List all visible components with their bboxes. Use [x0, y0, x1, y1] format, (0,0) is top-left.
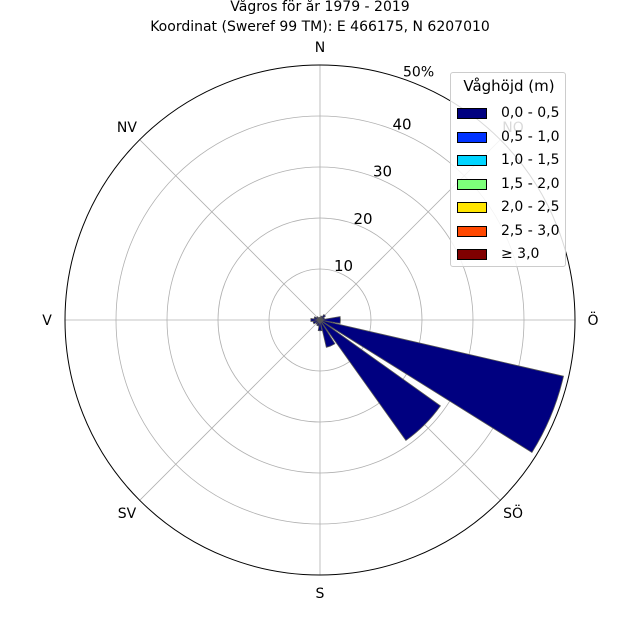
legend-swatch — [457, 202, 487, 213]
legend-swatch — [457, 108, 487, 119]
radial-tick-label: 10 — [334, 257, 353, 275]
direction-bar — [319, 319, 441, 441]
angular-gridline — [139, 139, 321, 321]
direction-label: SV — [118, 506, 137, 522]
direction-bar — [312, 319, 321, 325]
legend-swatch — [457, 178, 487, 190]
direction-label: NV — [117, 120, 137, 136]
angular-gridline — [139, 319, 321, 501]
legend-item: 1,0 - 1,5 — [457, 150, 565, 170]
legend-label: 0,5 - 1,0 — [501, 128, 560, 145]
legend: Våghöjd (m) 0,0 - 0,5 0,5 - 1,0 1,0 - 1,5 1… — [450, 72, 566, 267]
legend-item: 0,0 - 0,5 — [457, 103, 565, 123]
direction-bar — [318, 317, 321, 321]
direction-label: Ö — [587, 311, 598, 329]
legend-swatch — [457, 225, 487, 237]
direction-label: N — [315, 40, 325, 56]
direction-bar — [319, 314, 326, 321]
radial-tick-label: 20 — [353, 210, 372, 228]
legend-item: 2,0 - 2,5 — [457, 197, 565, 217]
direction-bar — [310, 318, 321, 322]
legend-label: 1,5 - 2,0 — [501, 175, 560, 192]
legend-swatch — [457, 249, 487, 260]
direction-label: V — [42, 313, 52, 329]
bar-layer — [310, 314, 564, 453]
radial-tick-label: 30 — [373, 163, 392, 181]
legend-label: 0,0 - 0,5 — [501, 105, 560, 121]
radial-max-label: 50% — [403, 64, 434, 80]
grid-layer — [64, 64, 576, 576]
direction-label: SÖ — [503, 504, 523, 522]
legend-label: 1,0 - 1,5 — [501, 152, 560, 168]
direction-bar — [319, 319, 336, 348]
direction-bar — [317, 319, 323, 332]
legend-title: Våghöjd (m) — [463, 77, 555, 95]
legend-label: 2,0 - 2,5 — [501, 199, 560, 215]
radial-tick-label: 40 — [393, 116, 412, 134]
legend-item: ≥ 3,0 — [457, 244, 565, 264]
chart-title: Vågros för år 1979 - 2019 — [230, 0, 410, 15]
chart-subtitle: Koordinat (Sweref 99 TM): E 466175, N 62… — [150, 19, 490, 35]
direction-bar — [319, 316, 341, 324]
legend-swatch — [457, 155, 487, 166]
outer-frame — [64, 64, 576, 576]
legend-item: 2,5 - 3,0 — [457, 221, 565, 241]
legend-label: 2,5 - 3,0 — [501, 222, 560, 239]
legend-item: 0,5 - 1,0 — [457, 127, 565, 147]
direction-bar — [319, 319, 564, 453]
direction-label: S — [316, 586, 325, 602]
legend-label: ≥ 3,0 — [501, 246, 540, 262]
legend-item: 1,5 - 2,0 — [457, 174, 565, 194]
legend-swatch — [457, 131, 487, 143]
